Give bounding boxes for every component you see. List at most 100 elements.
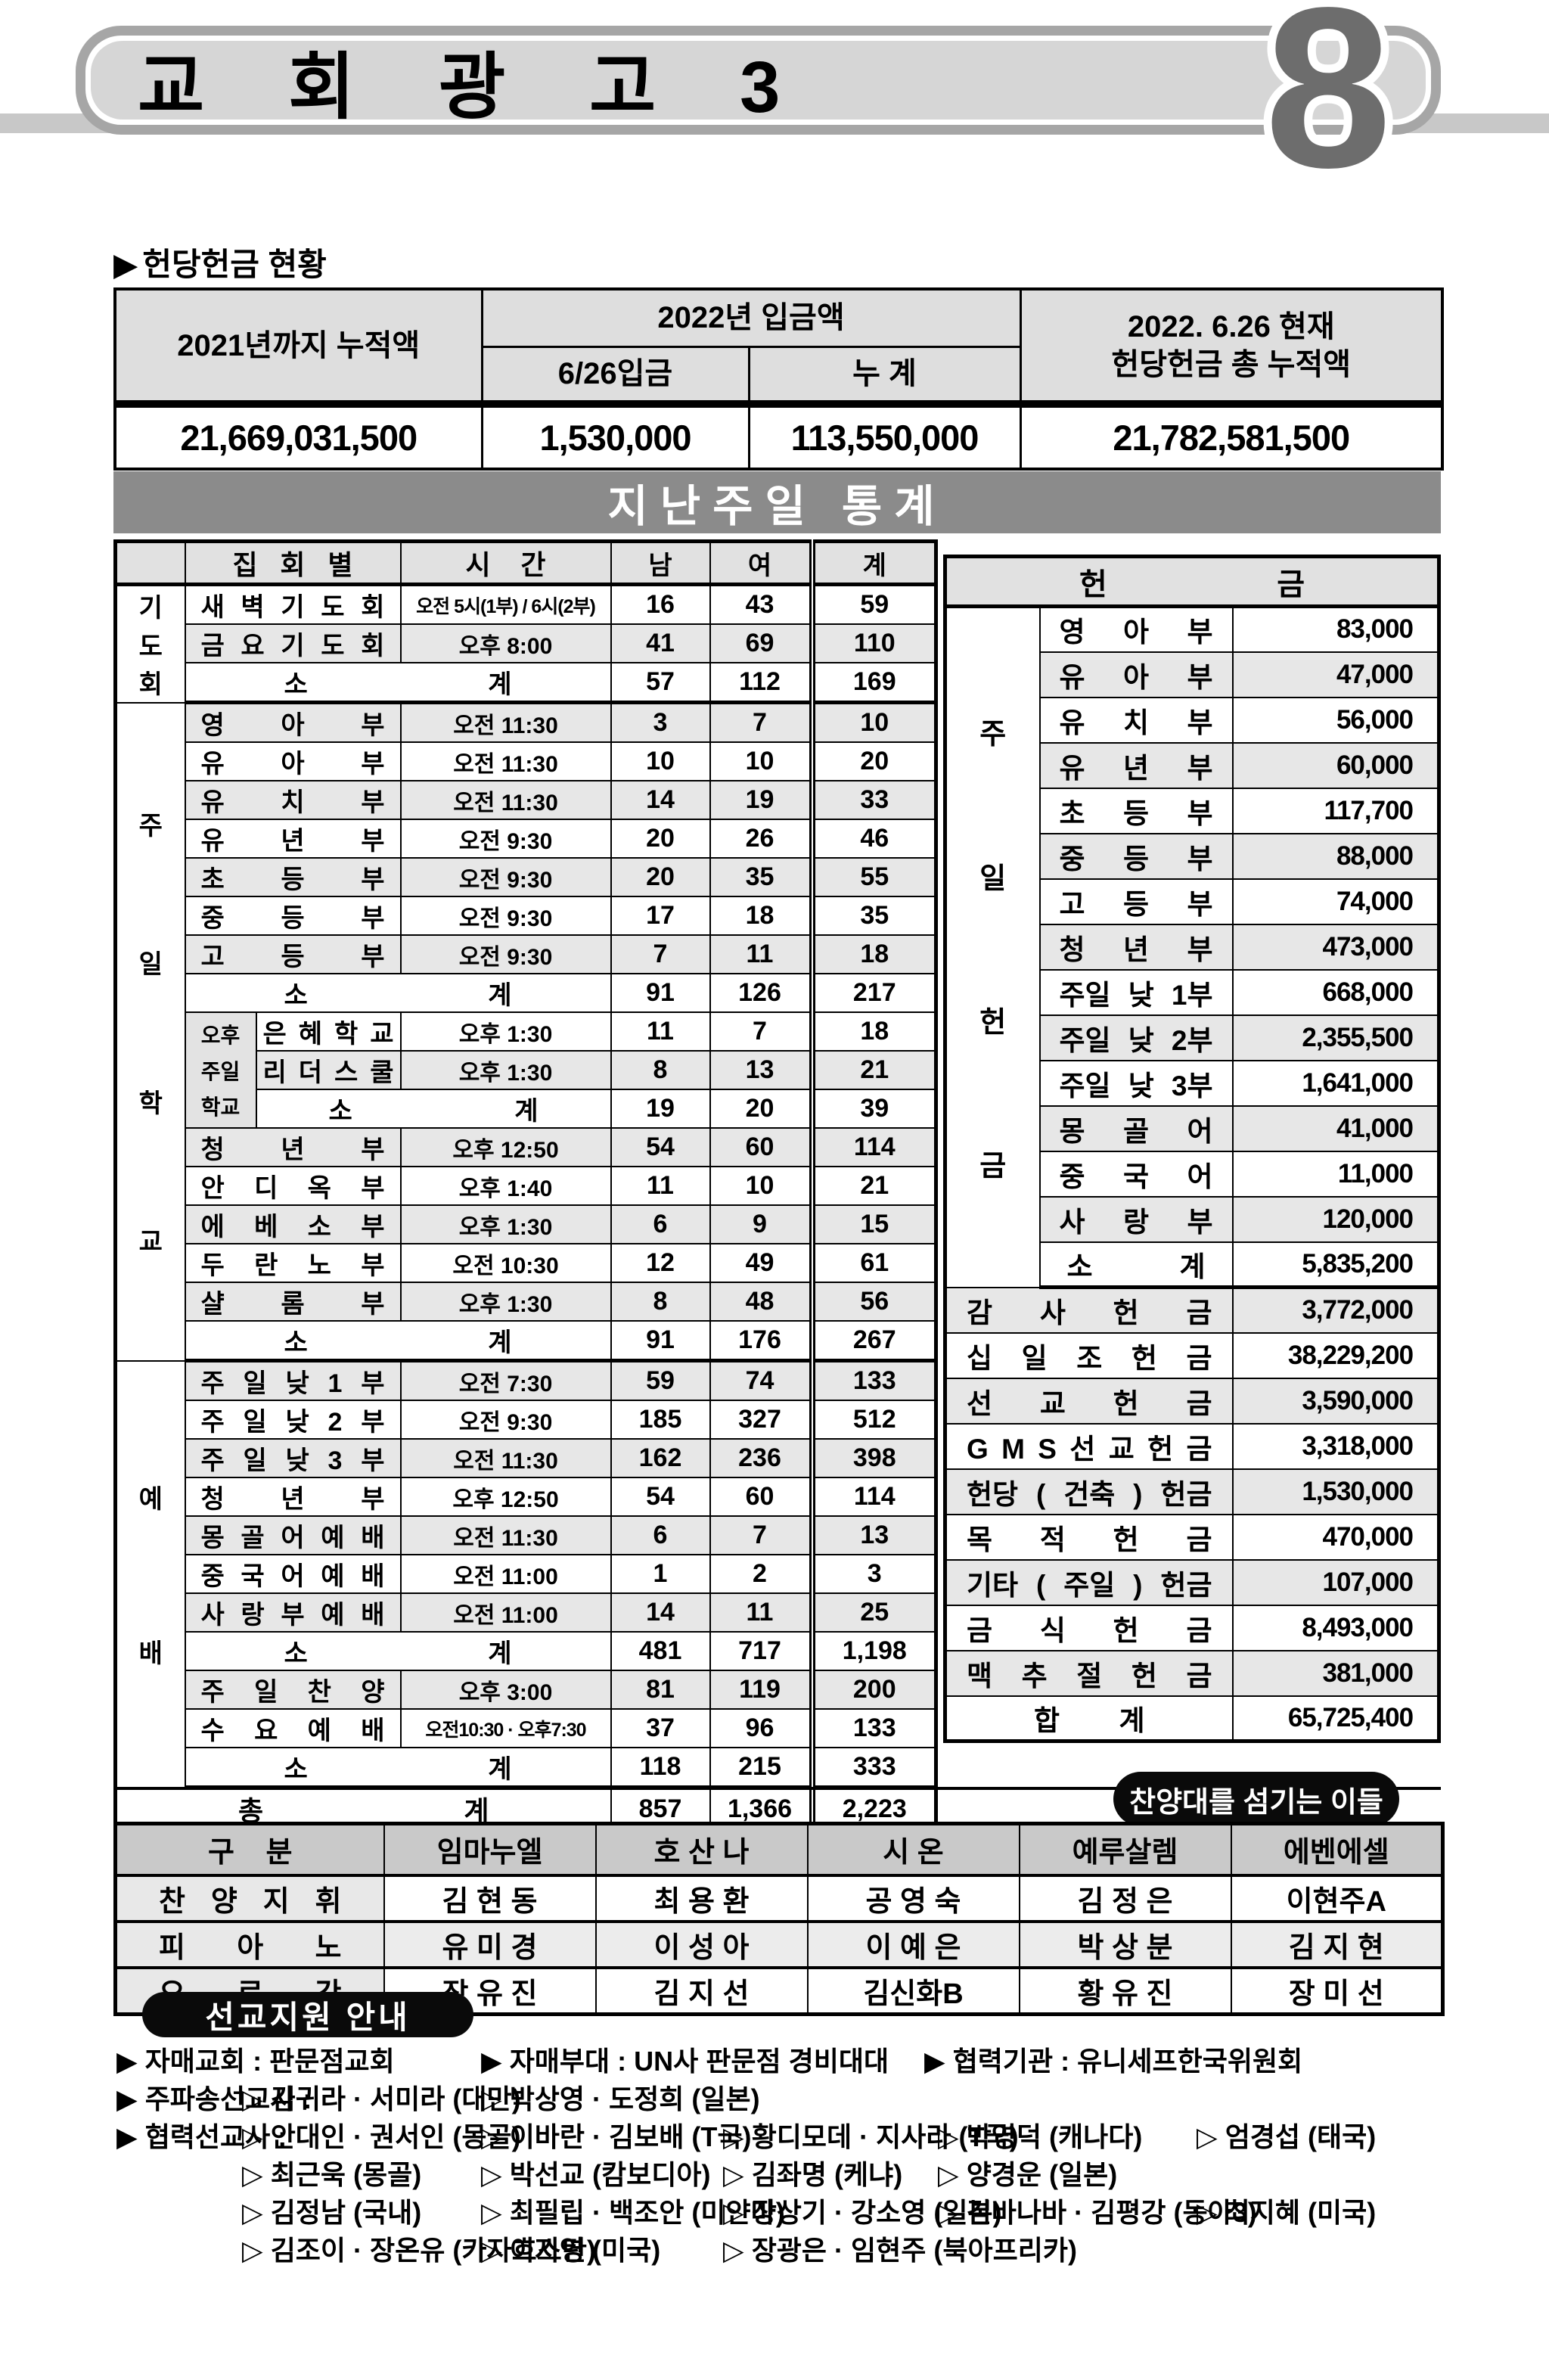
table-cell: 20 bbox=[610, 857, 711, 897]
table-cell: 54 bbox=[610, 1477, 711, 1517]
table-cell: 박 상 분 bbox=[1018, 1919, 1232, 1969]
table-cell: 금 요 기 도 회 bbox=[184, 623, 402, 663]
table-cell: 주일 낮 3부 bbox=[1038, 1059, 1234, 1107]
table-cell: 주 일 낮 1 부 bbox=[184, 1359, 402, 1401]
table-row: 소 계 118 215 333 bbox=[116, 1747, 937, 1789]
mission-item: ▷ 황디모데 · 지사라 (T국) bbox=[723, 2121, 1019, 2152]
table-cell: 11 bbox=[709, 934, 813, 974]
choir-badge: 찬양대를 섬기는 이들 bbox=[1113, 1772, 1399, 1826]
table-cell: 유 치 부 bbox=[1038, 696, 1234, 744]
table-cell: 김 지 현 bbox=[1230, 1919, 1444, 1969]
table-cell: 계 bbox=[809, 540, 937, 586]
table-cell: 이현주A bbox=[1230, 1873, 1444, 1923]
table-cell: 96 bbox=[709, 1708, 813, 1748]
table-cell: 오후 1:30 bbox=[399, 1050, 612, 1090]
table-cell: 7 bbox=[709, 701, 813, 743]
table-row: 오후 주일 학교 은 혜 학 교 오후 1:30 11 7 18 bbox=[116, 1011, 937, 1129]
table-cell: 470,000 bbox=[1231, 1513, 1440, 1561]
mission-item: ▷ 박상영 · 도정희 (일본) bbox=[481, 2083, 760, 2114]
table-cell: 중 국 어 bbox=[1038, 1150, 1234, 1198]
table-row: 헌 금 bbox=[944, 555, 1440, 608]
table-cell: 7 bbox=[709, 1011, 813, 1052]
table-cell: 15 bbox=[809, 1204, 937, 1244]
table-row: 초 등 부 117,700 bbox=[945, 787, 1440, 834]
table-cell: 호 산 나 bbox=[594, 1822, 809, 1877]
table-cell: 3,318,000 bbox=[1231, 1422, 1440, 1470]
table-cell: 3 bbox=[809, 1554, 937, 1594]
table-row: 금 요 기 도 회 오후 8:00 41 69 110 bbox=[116, 623, 937, 663]
table-cell: 54 bbox=[610, 1127, 711, 1167]
table-cell: 중 국 어 예 배 bbox=[184, 1554, 402, 1594]
table-cell: 찬 양 지 휘 bbox=[114, 1873, 385, 1923]
table-cell: 60 bbox=[709, 1477, 813, 1517]
table-cell: 피 아 노 bbox=[114, 1919, 385, 1969]
table-row: 중 국 어 예 배 오전 11:00 1 2 3 bbox=[116, 1554, 937, 1594]
table-cell: 주일 낮 2부 bbox=[1038, 1014, 1234, 1061]
table-cell: 오후 주일 학교 bbox=[184, 1011, 257, 1129]
table-cell: 60,000 bbox=[1231, 741, 1440, 789]
table-cell: 오전 11:30 bbox=[399, 741, 612, 781]
table-cell: 고 등 부 bbox=[184, 934, 402, 974]
table-cell: 133 bbox=[809, 1359, 937, 1401]
table-cell: 39 bbox=[809, 1089, 937, 1129]
table-cell: 56 bbox=[809, 1282, 937, 1322]
table-cell: 유 년 부 bbox=[184, 819, 402, 859]
table-cell: 481 bbox=[610, 1631, 711, 1671]
table-cell: 오후 12:50 bbox=[399, 1127, 612, 1167]
table-cell: 김 현 동 bbox=[383, 1873, 597, 1923]
table-row: 주 일 낮 2 부 오전 9:30 185 327 512 bbox=[116, 1400, 937, 1440]
table-cell: 임마누엘 bbox=[383, 1822, 597, 1877]
mission-item: ▷ 최근욱 (몽골) bbox=[242, 2159, 422, 2190]
table-cell: 수 요 예 배 bbox=[184, 1708, 402, 1748]
table-cell: 200 bbox=[809, 1670, 937, 1710]
table-cell: 10 bbox=[809, 701, 937, 743]
table-cell: 오전 11:30 bbox=[399, 1515, 612, 1555]
table-cell: 십 일 조 헌 금 bbox=[944, 1331, 1234, 1379]
table-cell: 안 디 옥 부 bbox=[184, 1166, 402, 1206]
table-cell: 고 등 부 bbox=[1038, 878, 1234, 925]
table-cell: 8 bbox=[610, 1282, 711, 1322]
dedication-col-2022: 2022년 입금액 bbox=[480, 287, 1022, 348]
table-row: 선 교 헌 금 3,590,000 bbox=[944, 1377, 1440, 1425]
table-cell: 117,700 bbox=[1231, 787, 1440, 834]
table-cell: 헌 금 bbox=[944, 555, 1440, 608]
table-row: 소 계 57 112 169 bbox=[116, 662, 937, 704]
table-cell: 13 bbox=[809, 1515, 937, 1555]
table-cell: 청 년 부 bbox=[184, 1477, 402, 1517]
table-cell: 장 미 선 bbox=[1230, 1965, 1444, 2015]
mission-item: ▷ 김귀라 · 서미라 (대만) bbox=[242, 2083, 521, 2114]
table-cell: 69 bbox=[709, 623, 813, 663]
mission-badge: 선교지원 안내 bbox=[142, 1992, 473, 2037]
table-cell: 소 계 bbox=[184, 1320, 612, 1362]
table-cell: 오전 11:30 bbox=[399, 780, 612, 820]
table-cell: 시 온 bbox=[806, 1822, 1020, 1877]
table-cell: 14 bbox=[610, 780, 711, 820]
table-row: 유 치 부 오전 11:30 14 19 33 bbox=[116, 780, 937, 820]
table-row: 청 년 부 473,000 bbox=[945, 923, 1440, 971]
table-cell: 17 bbox=[610, 896, 711, 936]
table-cell: 이 예 은 bbox=[806, 1919, 1020, 1969]
dedication-col-total-line2: 헌당헌금 총 누적액 bbox=[1111, 347, 1352, 381]
table-cell: 몽 골 어 예 배 bbox=[184, 1515, 402, 1555]
table-cell: 오후 3:00 bbox=[399, 1670, 612, 1710]
table-cell: 오전 11:30 bbox=[399, 1438, 612, 1478]
table-cell: 2 bbox=[709, 1554, 813, 1594]
table-cell: 1,641,000 bbox=[1231, 1059, 1440, 1107]
dedication-table: 2021년까지 누적액 2022년 입금액 2022. 6.26 현재 헌당헌금… bbox=[113, 287, 1444, 471]
table-cell: 오전 9:30 bbox=[399, 896, 612, 936]
table-cell: 126 bbox=[709, 973, 813, 1013]
table-cell: 5,835,200 bbox=[1231, 1241, 1440, 1289]
table-cell: 오전 10:30 bbox=[399, 1243, 612, 1283]
table-cell: 남 bbox=[610, 540, 711, 586]
table-cell: G M S 선 교 헌 금 bbox=[944, 1422, 1234, 1470]
mission-item: ▶ 주파송선교사 : bbox=[116, 2083, 312, 2114]
table-cell: 11,000 bbox=[1231, 1150, 1440, 1198]
table-cell: 장 유 진 bbox=[383, 1965, 597, 2015]
